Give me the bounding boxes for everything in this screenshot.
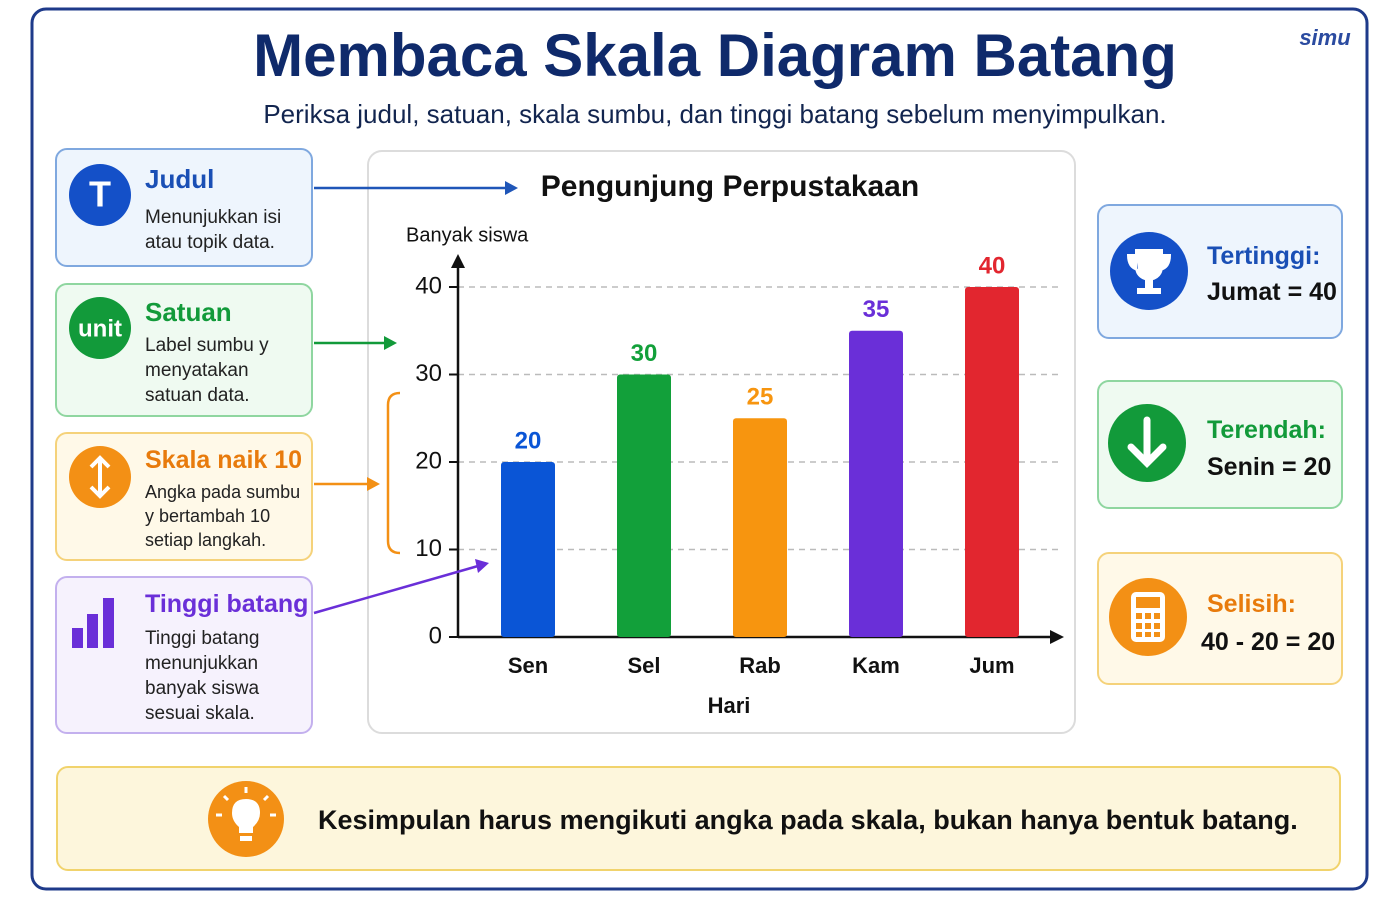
y-tick-label: 30: [415, 360, 442, 387]
x-axis-label: Hari: [708, 693, 751, 718]
footer: Kesimpulan harus mengikuti angka pada sk…: [56, 766, 1341, 871]
icon: [1109, 578, 1187, 656]
card-tertinggi: Tertinggi: Jumat = 40: [1097, 204, 1343, 339]
card-satuan: unit Satuan Label sumbu y menyatakan sat…: [55, 283, 313, 417]
icon: [72, 598, 114, 648]
value-label: 20: [515, 427, 542, 454]
card-terendah: Terendah: Senin = 20: [1097, 380, 1343, 509]
x-tick-label: Kam: [852, 653, 900, 678]
card-text: 40 - 20 = 20: [1201, 628, 1336, 656]
card-text: Jumat = 40: [1207, 278, 1337, 306]
page-subtitle: Periksa judul, satuan, skala sumbu, dan …: [263, 99, 1166, 129]
bar: [617, 374, 671, 637]
card-text: Menunjukkan isi atau topik data.: [145, 207, 282, 253]
icon: [69, 446, 131, 508]
card-title: Skala naik 10: [145, 446, 303, 474]
card-text: Tinggi batang menunjukkan banyak siswa s…: [145, 628, 260, 724]
card-title: Terendah:: [1207, 416, 1326, 444]
icon: [1110, 232, 1188, 310]
card-title: Satuan: [145, 297, 232, 327]
chart: Pengunjung Perpustakaan Banyak siswa Hari 0…: [406, 170, 1064, 718]
value-label: 40: [979, 252, 1006, 279]
value-label: 35: [863, 296, 890, 323]
x-tick-label: Rab: [739, 653, 781, 678]
x-tick-label: Sel: [627, 653, 660, 678]
card-title: Tertinggi:: [1207, 242, 1321, 270]
x-tick-label: Sen: [508, 653, 548, 678]
y-axis-arrow: [451, 254, 465, 268]
card-text: Angka pada sumbu y bertambah 10 setiap l…: [145, 482, 301, 550]
connectors: [313, 181, 518, 615]
x-axis-arrow: [1050, 630, 1064, 644]
page-title: Membaca Skala Diagram Batang: [253, 22, 1177, 89]
icon: T: [69, 164, 131, 226]
icon: [1108, 404, 1186, 482]
card-tinggi: Tinggi batang Tinggi batang menunjukkan …: [55, 576, 313, 734]
card-selisih: Selisih: 40 - 20 = 20: [1097, 552, 1343, 685]
card-text: Senin = 20: [1207, 453, 1332, 481]
card-title: Tinggi batang: [145, 590, 309, 618]
card-title: Judul: [145, 164, 215, 194]
chart-title: Pengunjung Perpustakaan: [541, 170, 919, 203]
y-axis-label: Banyak siswa: [406, 224, 529, 246]
card-judul: T Judul Menunjukkan isi atau topik data.: [55, 148, 313, 267]
icon-label: T: [89, 174, 111, 215]
x-tick-label: Jum: [969, 653, 1014, 678]
bar: [733, 418, 787, 637]
footer-text: Kesimpulan harus mengikuti angka pada sk…: [318, 805, 1298, 835]
card-skala: Skala naik 10 Angka pada sumbu y bertamb…: [55, 432, 313, 561]
logo: simu: [1299, 25, 1351, 50]
y-tick-label: 10: [415, 535, 442, 562]
value-label: 30: [631, 340, 658, 367]
y-tick-label: 40: [415, 272, 442, 299]
bar: [965, 287, 1019, 637]
card-text: Label sumbu y menyatakan satuan data.: [145, 335, 269, 406]
icon: unit: [69, 297, 131, 359]
card-title: Selisih:: [1207, 590, 1296, 618]
value-label: 25: [747, 384, 774, 411]
icon: [208, 781, 284, 857]
y-tick-label: 20: [415, 447, 442, 474]
bar: [501, 462, 555, 637]
icon-label: unit: [78, 315, 122, 342]
bar: [849, 330, 903, 637]
y-tick-label: 0: [429, 622, 442, 649]
